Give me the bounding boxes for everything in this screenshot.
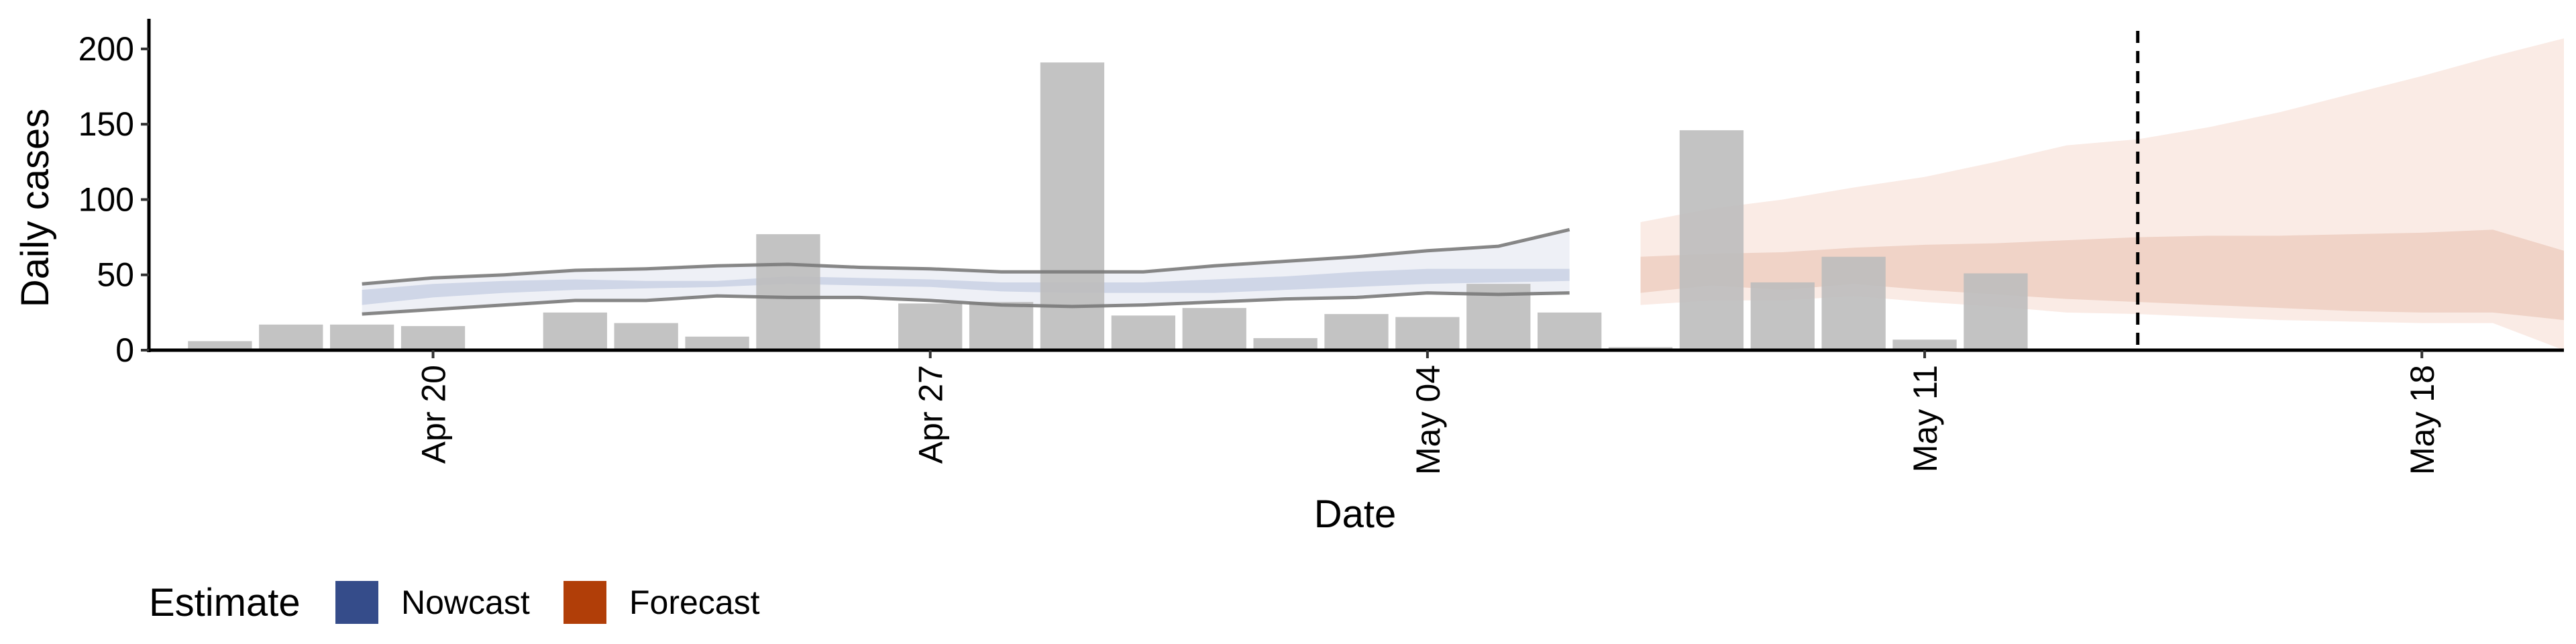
axes <box>147 19 2564 352</box>
y-tick-label: 50 <box>97 256 134 294</box>
nowcast-bound-lines <box>362 227 1570 316</box>
case-bar <box>259 324 323 350</box>
case-bar <box>330 324 394 350</box>
legend: Estimate Nowcast Forecast <box>149 581 760 625</box>
case-bar <box>1538 312 1602 350</box>
case-bar <box>756 234 820 350</box>
case-bar <box>1679 130 1744 350</box>
y-tick-label: 0 <box>115 331 134 369</box>
y-tick-label: 200 <box>78 30 134 68</box>
y-tick-label: 100 <box>78 180 134 218</box>
case-bar <box>543 312 607 350</box>
case-bar <box>1040 62 1105 351</box>
y-tick-label: 150 <box>78 105 134 143</box>
legend-label-nowcast: Nowcast <box>401 584 530 621</box>
y-axis-title: Daily cases <box>13 109 57 308</box>
x-tick-label: May 18 <box>2404 365 2441 475</box>
case-bar <box>1964 273 2028 350</box>
x-tick-label: Apr 27 <box>912 365 950 464</box>
case-bar <box>1821 256 1886 350</box>
case-bar <box>1111 315 1175 350</box>
case-bar <box>400 326 466 350</box>
nowcast-inner-band <box>362 268 1570 305</box>
case-bar <box>1892 339 1957 350</box>
legend-key-nowcast <box>335 581 378 624</box>
nowcast-lower-line <box>362 291 1570 316</box>
case-bar <box>969 302 1034 350</box>
nowcast-upper-line <box>362 227 1570 286</box>
legend-key-forecast <box>564 581 606 624</box>
x-tick-label: Apr 20 <box>415 365 453 464</box>
x-axis-ticks: Apr 20 Apr 27 May 04 May 11 May 18 <box>415 350 2441 475</box>
case-bar <box>685 336 749 350</box>
case-bar <box>1324 314 1389 350</box>
case-bar <box>1750 282 1815 350</box>
case-bar <box>1395 317 1460 350</box>
forecast-inner-band <box>1640 229 2564 321</box>
legend-label-forecast: Forecast <box>629 584 760 621</box>
x-tick-label: May 11 <box>1907 365 1944 472</box>
case-bar <box>1182 308 1246 350</box>
x-axis-title: Date <box>1314 492 1397 536</box>
case-bar <box>1253 338 1318 350</box>
case-bar <box>188 341 252 350</box>
legend-title: Estimate <box>149 581 301 625</box>
y-axis-ticks: 0 50 100 150 200 <box>78 30 149 369</box>
x-tick-label: May 04 <box>1409 365 1447 475</box>
case-bar <box>898 303 963 350</box>
case-bar <box>614 323 678 350</box>
estimate-bands <box>362 38 2564 350</box>
